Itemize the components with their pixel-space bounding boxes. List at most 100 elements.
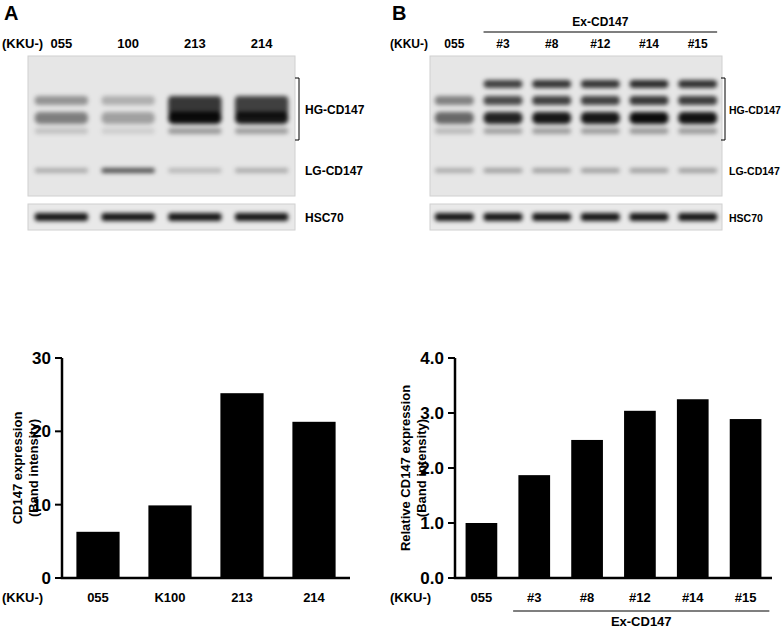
- band: [532, 213, 571, 221]
- lane-label: #3: [496, 37, 510, 51]
- band: [532, 112, 571, 124]
- y-tick: [55, 430, 62, 432]
- band: [581, 213, 620, 221]
- bar: [730, 419, 762, 578]
- band: [630, 80, 669, 88]
- band: [630, 128, 669, 134]
- y-label: (Band intensity): [414, 419, 429, 517]
- band: [484, 128, 523, 134]
- blot-membrane: [28, 204, 295, 230]
- panel-label: B: [392, 2, 406, 24]
- band: [581, 168, 620, 173]
- lane-bands: [168, 96, 221, 221]
- band: [630, 213, 669, 221]
- band-label: LG-CD147: [305, 164, 363, 178]
- lane-label: 214: [251, 36, 273, 51]
- group-label: Ex-CD147: [572, 15, 628, 29]
- band: [101, 213, 154, 221]
- x-tick-label: #14: [682, 590, 704, 605]
- bar: [220, 393, 263, 578]
- band: [235, 168, 288, 173]
- band: [581, 128, 620, 134]
- lane-label: #15: [688, 37, 708, 51]
- y-label: Relative CD147 expression: [398, 385, 413, 551]
- band: [678, 128, 717, 134]
- lane-bands: [35, 96, 88, 221]
- band: [435, 112, 474, 124]
- band: [235, 112, 288, 124]
- lane-label: 213: [184, 36, 206, 51]
- y-tick-label: 4.0: [420, 349, 444, 368]
- band: [532, 128, 571, 134]
- y-tick: [448, 357, 455, 359]
- x-tick-label: #15: [735, 590, 757, 605]
- y-tick: [55, 577, 62, 579]
- band: [101, 128, 154, 134]
- band: [168, 213, 221, 221]
- lane-bands: [435, 96, 474, 221]
- lane-label: #12: [590, 37, 610, 51]
- band: [630, 96, 669, 105]
- band: [235, 213, 288, 221]
- y-axis: [61, 358, 64, 578]
- band: [678, 96, 717, 105]
- y-tick-label: 0: [42, 569, 51, 588]
- lane-bands: [484, 80, 523, 221]
- lane-bands: [532, 80, 571, 221]
- band: [484, 112, 523, 124]
- bar: [292, 422, 335, 578]
- band: [101, 168, 154, 173]
- band: [581, 96, 620, 105]
- y-tick: [55, 357, 62, 359]
- lane-bands: [581, 80, 620, 221]
- x-tick-label: #8: [580, 590, 594, 605]
- bracket: [721, 78, 725, 140]
- band: [35, 96, 88, 105]
- band: [435, 213, 474, 221]
- band: [484, 213, 523, 221]
- band-label: HSC70: [305, 211, 344, 225]
- band: [168, 168, 221, 173]
- lane-label: #14: [639, 37, 659, 51]
- bar: [148, 505, 191, 578]
- blot-panel: B(KKU-)055#3#8#12#14#15Ex-CD147HG-CD147L…: [390, 2, 781, 230]
- group-line: [513, 610, 769, 611]
- band-label: HG-CD147: [729, 104, 781, 116]
- band-label: HG-CD147: [305, 103, 365, 117]
- lane-prefix: (KKU-): [390, 37, 428, 51]
- band: [101, 96, 154, 105]
- band: [532, 168, 571, 173]
- blot-membrane: [430, 56, 722, 196]
- bars: [466, 399, 762, 578]
- band: [435, 96, 474, 105]
- band: [630, 112, 669, 124]
- band: [678, 213, 717, 221]
- band: [532, 80, 571, 88]
- y-label: CD147 expression: [10, 412, 25, 525]
- panel-label: A: [4, 2, 18, 24]
- band: [581, 80, 620, 88]
- bar: [518, 475, 550, 578]
- band: [484, 168, 523, 173]
- band: [35, 112, 88, 124]
- x-tick-label: 055: [471, 590, 493, 605]
- lane-label: #8: [545, 37, 559, 51]
- x-tick-label: 055: [87, 590, 109, 605]
- bracket: [295, 78, 299, 140]
- bar: [76, 532, 119, 578]
- band: [35, 213, 88, 221]
- bar: [677, 399, 709, 578]
- y-tick: [448, 577, 455, 579]
- band: [101, 112, 154, 124]
- x-tick-label: K100: [154, 590, 185, 605]
- x-axis: [454, 577, 772, 580]
- bar-chart: 0102030055K100213214(KKU-)CD147 expressi…: [2, 349, 350, 605]
- band: [484, 96, 523, 105]
- x-tick-label: 214: [303, 590, 325, 605]
- band: [235, 128, 288, 134]
- bar: [624, 411, 656, 578]
- x-tick-label: #3: [527, 590, 541, 605]
- blot-membrane: [430, 204, 722, 230]
- group-label: Ex-CD147: [611, 614, 672, 629]
- blot-panel: A(KKU-)055100213214HG-CD147LG-CD147HSC70: [2, 2, 365, 230]
